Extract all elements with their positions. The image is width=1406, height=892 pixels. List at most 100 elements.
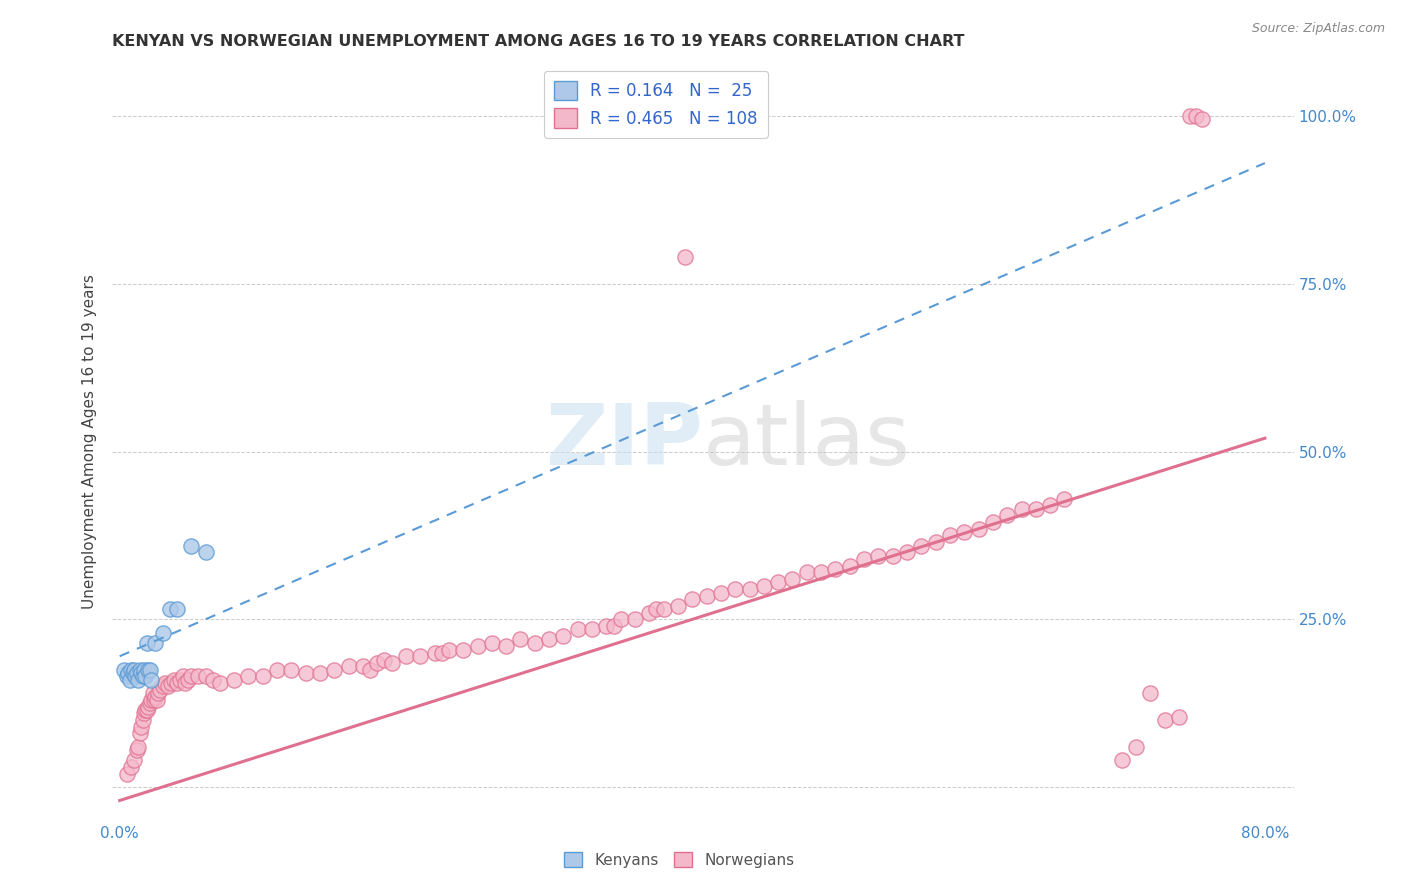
Point [128, 663, 150, 677]
Point [810, 566, 832, 580]
Point [145, 690, 167, 704]
Point [538, 632, 561, 647]
Y-axis label: Unemployment Among Ages 16 to 19 years: Unemployment Among Ages 16 to 19 years [82, 274, 97, 609]
Point [174, 676, 197, 690]
Point [139, 673, 162, 687]
Point [266, 663, 288, 677]
Point [824, 562, 846, 576]
Point [120, 663, 142, 677]
Point [766, 575, 789, 590]
Point [128, 726, 150, 740]
Point [1185, 109, 1208, 123]
Point [553, 629, 575, 643]
Point [495, 639, 517, 653]
Point [159, 602, 181, 616]
Text: atlas: atlas [703, 400, 911, 483]
Point [131, 669, 153, 683]
Point [624, 612, 647, 626]
Point [149, 682, 172, 697]
Point [595, 619, 617, 633]
Point [152, 680, 174, 694]
Point [131, 713, 153, 727]
Point [124, 669, 146, 683]
Point [138, 696, 160, 710]
Point [910, 539, 932, 553]
Point [143, 693, 166, 707]
Point [177, 673, 200, 687]
Point [796, 566, 818, 580]
Point [924, 535, 946, 549]
Point [451, 642, 474, 657]
Point [1039, 498, 1062, 512]
Legend: Kenyans, Norwegians: Kenyans, Norwegians [558, 846, 801, 873]
Point [366, 656, 388, 670]
Point [180, 539, 202, 553]
Point [180, 669, 202, 683]
Point [309, 666, 332, 681]
Point [152, 625, 174, 640]
Point [169, 673, 191, 687]
Point [122, 753, 145, 767]
Point [1111, 753, 1133, 767]
Text: Source: ZipAtlas.com: Source: ZipAtlas.com [1251, 22, 1385, 36]
Point [352, 659, 374, 673]
Point [581, 623, 603, 637]
Point [1153, 713, 1175, 727]
Point [112, 663, 135, 677]
Point [125, 666, 148, 681]
Point [967, 522, 990, 536]
Point [710, 585, 733, 599]
Point [132, 706, 155, 721]
Point [481, 636, 503, 650]
Point [1125, 739, 1147, 754]
Point [423, 646, 446, 660]
Point [381, 656, 404, 670]
Point [115, 669, 138, 683]
Point [129, 720, 152, 734]
Point [115, 766, 138, 780]
Point [138, 663, 160, 677]
Point [1168, 709, 1191, 723]
Point [139, 693, 162, 707]
Point [395, 649, 418, 664]
Point [280, 663, 302, 677]
Point [638, 606, 661, 620]
Point [1191, 112, 1213, 127]
Point [157, 680, 180, 694]
Point [136, 699, 159, 714]
Point [208, 676, 231, 690]
Point [1025, 501, 1047, 516]
Point [121, 666, 143, 681]
Point [136, 663, 159, 677]
Point [145, 636, 167, 650]
Point [981, 515, 1004, 529]
Point [752, 579, 775, 593]
Point [724, 582, 747, 596]
Point [142, 686, 165, 700]
Point [238, 669, 260, 683]
Point [1011, 501, 1033, 516]
Point [224, 673, 246, 687]
Point [430, 646, 453, 660]
Point [673, 250, 696, 264]
Point [437, 642, 460, 657]
Point [523, 636, 546, 650]
Point [125, 743, 148, 757]
Point [666, 599, 689, 613]
Point [163, 673, 186, 687]
Point [201, 673, 224, 687]
Point [155, 676, 177, 690]
Point [645, 602, 668, 616]
Point [252, 669, 274, 683]
Point [681, 592, 703, 607]
Point [609, 612, 631, 626]
Point [782, 572, 804, 586]
Point [652, 602, 675, 616]
Point [337, 659, 360, 673]
Point [467, 639, 489, 653]
Point [166, 676, 188, 690]
Point [409, 649, 432, 664]
Point [1180, 109, 1202, 123]
Point [738, 582, 761, 596]
Point [172, 669, 194, 683]
